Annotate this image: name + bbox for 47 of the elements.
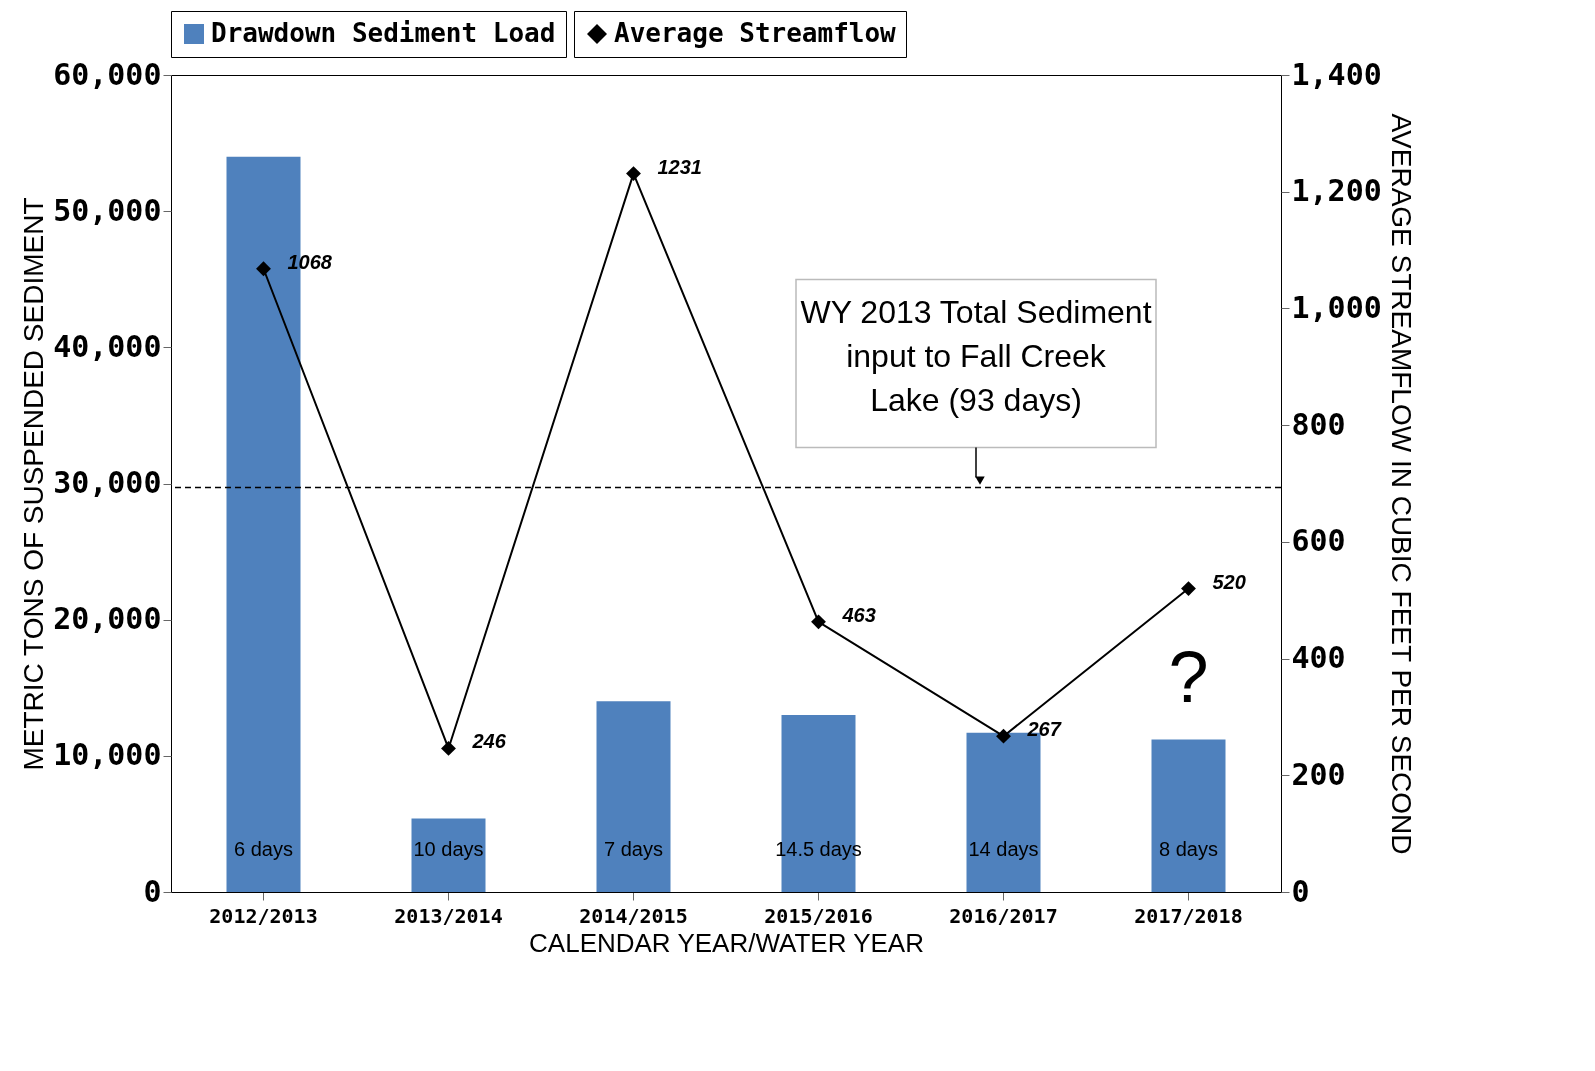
x-tick-label: 2017/2018 (1134, 903, 1243, 928)
y-tick-label: 50,000 (53, 192, 162, 228)
annotation: 14 days (968, 838, 1039, 860)
y2-tick-label: 200 (1291, 756, 1346, 792)
point (441, 741, 456, 756)
legend-label: Drawdown Sediment Load (211, 18, 556, 48)
data-label: 520 (1212, 570, 1246, 593)
bar (411, 818, 486, 892)
annotation: 7 days (604, 838, 663, 860)
bar (1151, 739, 1226, 892)
annotation: 10 days (413, 838, 484, 860)
x-axis-title: CALENDAR YEAR/WATER YEAR (529, 927, 924, 958)
y-tick-label: 0 (143, 873, 162, 909)
point (256, 261, 271, 277)
y2-tick-label: 1,200 (1291, 173, 1382, 209)
point (811, 614, 826, 630)
y2-tick-label: 1,000 (1291, 289, 1382, 325)
x-tick-label: 2013/2014 (394, 903, 503, 928)
y-axis-title: METRIC TONS OF SUSPENDED SEDIMENT (18, 197, 50, 771)
data-label: 246 (471, 730, 507, 753)
point (1181, 581, 1196, 596)
annotation: ? (1168, 636, 1209, 717)
x-tick-label: 2016/2017 (949, 903, 1058, 928)
y-tick-label: 10,000 (53, 737, 162, 773)
point (996, 728, 1011, 744)
data-label: 463 (841, 603, 876, 626)
y-tick-label: 40,000 (53, 328, 162, 364)
annotation: 6 days (234, 838, 293, 860)
y-tick-label: 30,000 (53, 465, 162, 500)
bar (596, 701, 671, 892)
y-tick-label: 20,000 (53, 601, 162, 637)
x-tick-label: 2014/2015 (579, 903, 688, 928)
y2-tick-label: 800 (1291, 406, 1346, 442)
y-tick-label: 60,000 (53, 56, 162, 92)
x-tick-label: 2015/2016 (764, 903, 873, 928)
y2-tick-label: 0 (1291, 873, 1310, 909)
y2-tick-label: 600 (1291, 523, 1346, 559)
y2-axis-title: AVERAGE STREAMFLOW IN CUBIC FEET PER SECOND (1385, 113, 1417, 855)
data-label: 1231 (657, 155, 702, 178)
data-label: 267 (1026, 718, 1062, 741)
point (626, 166, 641, 182)
y2-tick-label: 1,400 (1291, 56, 1382, 92)
ref-line-label: WY 2013 Total Sediment input to Fall Creek Lake (93 days) (800, 293, 1152, 418)
annotation: 8 days (1159, 838, 1218, 860)
y2-tick-label: 400 (1291, 640, 1346, 676)
legend-label: Average Streamflow (614, 18, 897, 48)
x-tick-label: 2012/2013 (209, 903, 318, 928)
